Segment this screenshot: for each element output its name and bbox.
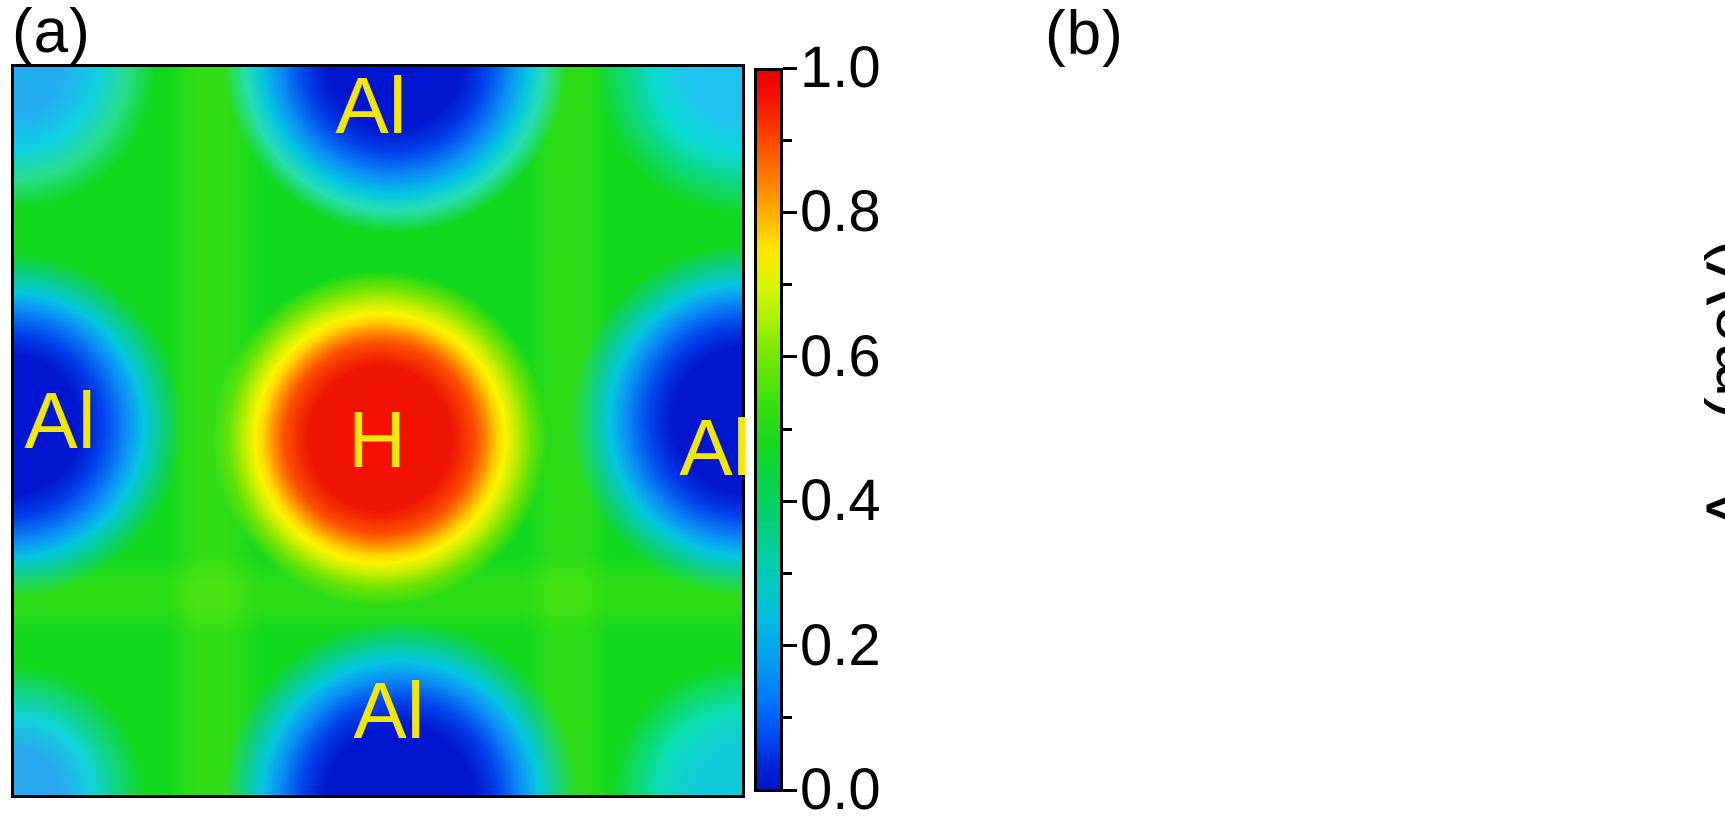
colorbar-minor-tick xyxy=(783,138,792,142)
elf-map: Al Al H Al Al xyxy=(11,61,751,798)
chart-labels: 151296308162432404854T (K)Δnk (meV) xyxy=(1692,239,1725,530)
colorbar-gradient xyxy=(754,68,783,792)
colorbar-major-tick xyxy=(783,788,797,792)
colorbar-minor-tick xyxy=(783,571,792,575)
atom-label-al-1: Al xyxy=(24,376,96,465)
panel-b-label: (b) xyxy=(1045,0,1124,68)
gap-vs-temperature-chart: 151296308162432404854T (K)Δnk (meV) xyxy=(1692,239,1725,530)
colorbar-major-tick xyxy=(783,644,797,648)
colorbar-tick-label: 0.6 xyxy=(800,323,881,389)
atom-label-h-2: H xyxy=(348,395,406,484)
colorbar-minor-tick xyxy=(783,716,792,720)
panel-a-label: (a) xyxy=(12,0,91,66)
colorbar-major-tick xyxy=(783,499,797,503)
colorbar-tick-label: 0.8 xyxy=(800,179,881,245)
panel-b: (b) 151296308162432404854T (K)Δnk (meV) xyxy=(840,0,1725,832)
colorbar-tick-label: 1.0 xyxy=(800,35,881,100)
panel-a: (a) Al Al H Al Al 1.0 0.8 0.6 0.4 0.2 0.0 xyxy=(0,0,881,832)
y-axis-title: Δnk (meV) xyxy=(1692,239,1725,530)
colorbar-tick-label: 0.2 xyxy=(800,612,881,678)
atom-label-al-4: Al xyxy=(353,666,425,755)
colorbar-major-tick xyxy=(783,210,797,214)
atom-label-al-3: Al xyxy=(679,403,751,492)
colorbar-tick-label: 0.4 xyxy=(800,468,881,534)
colorbar-tick-label: 0.0 xyxy=(800,757,881,822)
atom-label-al-0: Al xyxy=(335,61,407,150)
colorbar-major-tick xyxy=(783,66,797,70)
colorbar-minor-tick xyxy=(783,427,792,431)
colorbar-minor-tick xyxy=(783,283,792,287)
colorbar-major-tick xyxy=(783,355,797,359)
